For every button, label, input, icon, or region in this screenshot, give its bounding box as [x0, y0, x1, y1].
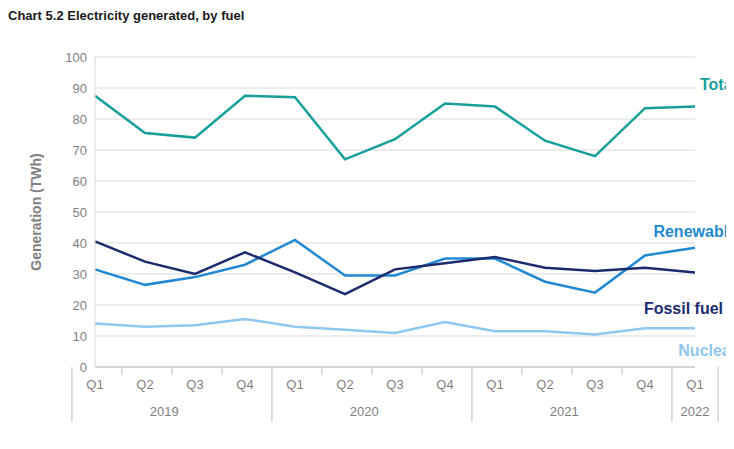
svg-text:10: 10 — [73, 329, 87, 344]
svg-text:Q1: Q1 — [286, 377, 303, 392]
svg-text:Renewable: Renewable — [653, 223, 726, 240]
svg-text:40: 40 — [73, 236, 87, 251]
svg-text:30: 30 — [73, 267, 87, 282]
svg-text:Q1: Q1 — [86, 377, 103, 392]
svg-text:20: 20 — [73, 298, 87, 313]
svg-text:0: 0 — [80, 360, 87, 375]
svg-text:90: 90 — [73, 81, 87, 96]
svg-text:80: 80 — [73, 112, 87, 127]
svg-text:Fossil fuel: Fossil fuel — [644, 300, 723, 317]
svg-text:60: 60 — [73, 174, 87, 189]
svg-text:Q4: Q4 — [636, 377, 653, 392]
svg-text:100: 100 — [65, 50, 87, 65]
svg-text:Q3: Q3 — [386, 377, 403, 392]
svg-text:2021: 2021 — [550, 404, 579, 419]
svg-text:2022: 2022 — [681, 404, 710, 419]
svg-text:Nuclear: Nuclear — [678, 342, 726, 359]
svg-text:2019: 2019 — [150, 404, 179, 419]
svg-text:Q4: Q4 — [236, 377, 253, 392]
svg-text:Total: Total — [700, 76, 726, 93]
svg-text:50: 50 — [73, 205, 87, 220]
svg-text:Q2: Q2 — [336, 377, 353, 392]
svg-text:Q1: Q1 — [686, 377, 703, 392]
svg-text:Generation (TWh): Generation (TWh) — [28, 153, 44, 270]
svg-text:2020: 2020 — [350, 404, 379, 419]
svg-text:Q3: Q3 — [586, 377, 603, 392]
svg-text:Q2: Q2 — [536, 377, 553, 392]
html-text:Chart 5.2 Electricity generate: Chart 5.2 Electricity generated, by fuel — [8, 8, 245, 23]
svg-text:Q4: Q4 — [436, 377, 453, 392]
svg-text:Q1: Q1 — [486, 377, 503, 392]
svg-text:Q3: Q3 — [186, 377, 203, 392]
svg-text:70: 70 — [73, 143, 87, 158]
svg-text:Q2: Q2 — [136, 377, 153, 392]
